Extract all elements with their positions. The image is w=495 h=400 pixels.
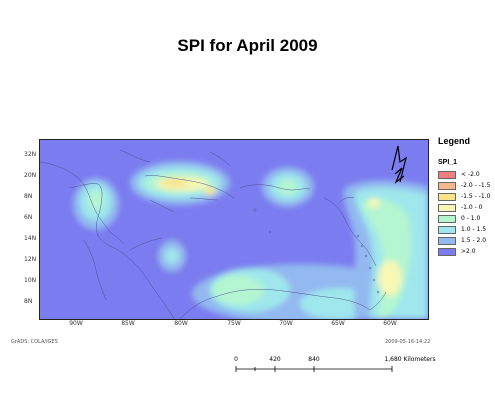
scale-bar-line	[235, 366, 393, 372]
legend-item: >2.0	[438, 247, 495, 258]
spi-region-hispaniola-core	[278, 179, 298, 195]
north-arrow-icon	[391, 145, 407, 184]
lat-label: 12N	[24, 256, 37, 263]
grads-credit: GrADS: COLA/IGES	[11, 339, 58, 345]
lon-label: 70W	[279, 320, 293, 327]
legend-item: -1.0 - 0	[438, 203, 495, 214]
spi-region-caribbean-core	[165, 248, 179, 264]
lon-label: 85W	[121, 320, 135, 327]
legend: Legend SPI_1 < -2.0 -2.0 - -1.5 -1.5 - -…	[438, 136, 495, 258]
legend-label: 0 - 1.0	[461, 215, 481, 222]
spi-map	[40, 140, 428, 319]
legend-swatch	[438, 226, 456, 234]
scale-tick-label: 420	[269, 356, 281, 363]
lat-label: 32N	[24, 151, 37, 158]
legend-swatch	[438, 215, 456, 223]
legend-swatch	[438, 248, 456, 256]
spi-region-cuba-core	[160, 179, 188, 187]
lon-label: 80W	[174, 320, 188, 327]
spi-region-cuba-east	[204, 187, 216, 195]
spi-region-east-dry-s	[378, 260, 402, 296]
spi-region-south-core	[212, 275, 264, 305]
legend-item: -1.5 - -1.0	[438, 192, 495, 203]
legend-swatch	[438, 182, 456, 190]
legend-swatch	[438, 171, 456, 179]
legend-swatch	[438, 193, 456, 201]
lat-label: 14N	[24, 235, 37, 242]
legend-title: Legend	[438, 136, 471, 146]
scale-bar: 0 420 840 1,680 Kilometers	[232, 356, 436, 376]
legend-swatch	[438, 237, 456, 245]
legend-item: 0 - 1.0	[438, 214, 495, 225]
legend-label: < -2.0	[461, 171, 480, 178]
legend-label: -1.5 - -1.0	[461, 193, 491, 200]
map-title: SPI for April 2009	[177, 36, 318, 55]
lat-label: 8N	[24, 298, 33, 305]
scale-end-label: 1,680 Kilometers	[384, 356, 436, 363]
timestamp: 2009-05-16-14:22	[385, 339, 431, 345]
lon-label: 65W	[331, 320, 345, 327]
islands	[253, 208, 380, 294]
legend-swatch	[438, 204, 456, 212]
legend-item: < -2.0	[438, 170, 495, 181]
spi-region-yucatan-core	[88, 190, 104, 210]
lon-label: 60W	[383, 320, 397, 327]
legend-label: 1.5 - 2.0	[461, 237, 487, 244]
coastlines	[40, 149, 387, 319]
legend-item: -2.0 - -1.5	[438, 181, 495, 192]
lon-label: 90W	[69, 320, 83, 327]
lat-label: 8N	[24, 193, 33, 200]
legend-label: -2.0 - -1.5	[461, 182, 491, 189]
legend-label: 1.0 - 1.5	[461, 226, 487, 233]
legend-item: 1.5 - 2.0	[438, 236, 495, 247]
lat-label: 10N	[24, 277, 37, 284]
legend-label: >2.0	[461, 248, 476, 255]
lon-label: 75W	[227, 320, 241, 327]
lat-label: 6N	[24, 214, 33, 221]
legend-label: -1.0 - 0	[461, 204, 483, 211]
legend-field-name: SPI_1	[438, 159, 458, 166]
lat-label: 20N	[24, 172, 37, 179]
spi-region-east-dry-n	[368, 198, 380, 208]
scale-tick-label: 0	[234, 356, 238, 363]
map-frame	[39, 139, 429, 320]
legend-item: 1.0 - 1.5	[438, 225, 495, 236]
scale-tick-label: 840	[308, 356, 320, 363]
